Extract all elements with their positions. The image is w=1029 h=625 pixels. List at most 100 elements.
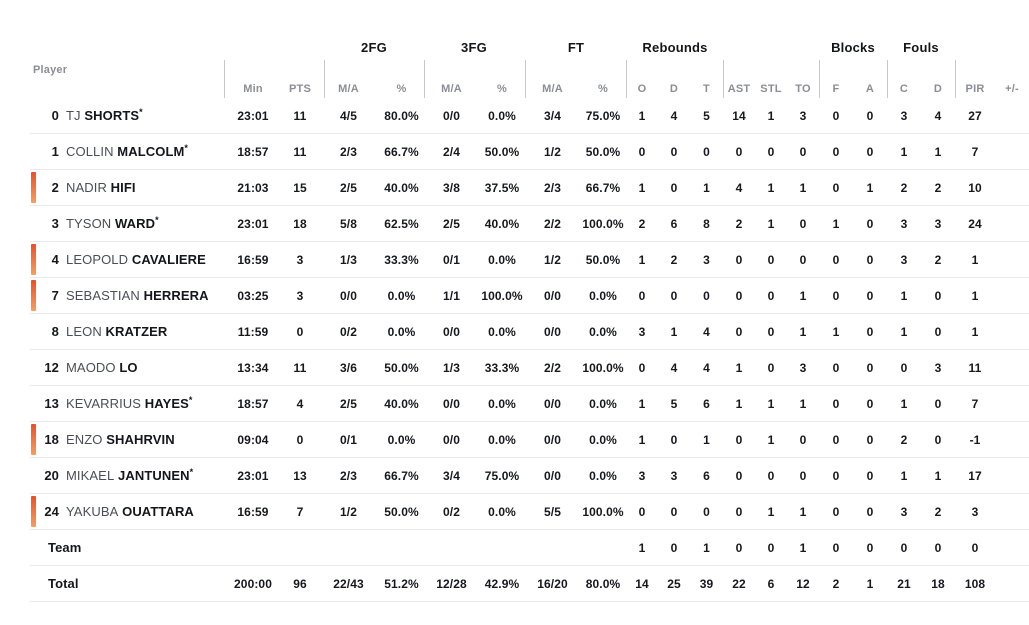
player-row[interactable]: 13 KEVARRIUS HAYES* 18:57 4 2/5 40.0% 0/… bbox=[30, 386, 1029, 422]
player-row[interactable]: 12 MAODO LO 13:34 11 3/6 50.0% 1/3 33.3%… bbox=[30, 350, 1029, 386]
player-row[interactable]: 7 SEBASTIAN HERRERA 03:25 3 0/0 0.0% 1/1… bbox=[30, 278, 1029, 314]
player-name: MAODO LO bbox=[66, 360, 138, 375]
row-label: Total bbox=[48, 576, 79, 591]
player-row[interactable]: 3 TYSON WARD* 23:01 18 5/8 62.5% 2/5 40.… bbox=[30, 206, 1029, 242]
player-cell[interactable]: 0 TJ SHORTS* bbox=[30, 98, 224, 133]
player-row[interactable]: 4 LEOPOLD CAVALIERE 16:59 3 1/3 33.3% 0/… bbox=[30, 242, 1029, 278]
minutes-cell: 18:57 bbox=[237, 396, 269, 411]
blocks-against: 0 bbox=[866, 504, 874, 519]
fg2-made-attempt: 2/3 bbox=[340, 468, 357, 483]
minutes-cell: 16:59 bbox=[237, 504, 269, 519]
pir-cell: 1 bbox=[971, 288, 979, 303]
starter-mark: * bbox=[188, 395, 193, 405]
fouls-committed: 2 bbox=[900, 180, 908, 195]
fg3-made-attempt: 2/5 bbox=[443, 216, 460, 231]
ft-made-attempt: 3/4 bbox=[544, 108, 561, 123]
on-court-indicator bbox=[31, 172, 36, 203]
player-cell[interactable]: 3 TYSON WARD* bbox=[30, 206, 224, 241]
fg3-made-attempt bbox=[424, 530, 479, 565]
points-cell: 7 bbox=[296, 504, 304, 519]
starter-mark: * bbox=[184, 143, 189, 153]
blocks-against: 0 bbox=[866, 144, 874, 159]
jersey-number: 20 bbox=[44, 468, 59, 483]
player-last-name: HERRERA bbox=[143, 288, 209, 303]
ft-percent: 100.0% bbox=[582, 504, 624, 519]
blocks-against: 0 bbox=[866, 540, 874, 555]
jersey-number: 18 bbox=[44, 432, 59, 447]
plus-minus-cell bbox=[995, 494, 1029, 529]
ft-percent: 100.0% bbox=[582, 216, 624, 231]
player-last-name: WARD bbox=[115, 216, 156, 231]
ft-made-attempt: 2/2 bbox=[544, 360, 561, 375]
rebounds-def: 0 bbox=[670, 540, 678, 555]
fg2-made-attempt: 5/8 bbox=[340, 216, 357, 231]
player-last-name: OUATTARA bbox=[122, 504, 194, 519]
points-cell: 11 bbox=[293, 108, 307, 123]
fouls-committed: 1 bbox=[900, 144, 908, 159]
blocks-against: 0 bbox=[866, 432, 874, 447]
player-first-name: YAKUBA bbox=[66, 504, 119, 519]
fg2-percent: 0.0% bbox=[387, 288, 416, 303]
player-cell[interactable]: 18 ENZO SHAHRVIN bbox=[30, 422, 224, 457]
header-stl: STL bbox=[760, 83, 782, 95]
ft-percent: 0.0% bbox=[589, 432, 617, 447]
player-row[interactable]: 20 MIKAEL JANTUNEN* 23:01 13 2/3 66.7% 3… bbox=[30, 458, 1029, 494]
player-first-name: TJ bbox=[66, 108, 81, 123]
player-cell[interactable]: 24 YAKUBA OUATTARA bbox=[30, 494, 224, 529]
player-row[interactable]: 0 TJ SHORTS* 23:01 11 4/5 80.0% 0/0 0.0%… bbox=[30, 98, 1029, 134]
turnovers-cell: 1 bbox=[799, 396, 807, 411]
steals-cell: 0 bbox=[767, 144, 775, 159]
player-row[interactable]: 1 COLLIN MALCOLM* 18:57 11 2/3 66.7% 2/4… bbox=[30, 134, 1029, 170]
points-cell: 13 bbox=[293, 468, 307, 483]
group-header-2fg: 2FG bbox=[361, 40, 387, 55]
fg2-made-attempt bbox=[318, 530, 379, 565]
steals-cell: 0 bbox=[767, 252, 775, 267]
rebounds-total: 0 bbox=[703, 288, 710, 303]
ft-percent: 0.0% bbox=[589, 324, 617, 339]
player-cell[interactable]: 12 MAODO LO bbox=[30, 350, 224, 385]
turnovers-cell: 1 bbox=[799, 324, 807, 339]
turnovers-cell: 1 bbox=[799, 540, 807, 555]
blocks-against: 1 bbox=[866, 180, 874, 195]
player-row[interactable]: 18 ENZO SHAHRVIN 09:04 0 0/1 0.0% 0/0 0.… bbox=[30, 422, 1029, 458]
fouls-committed: 3 bbox=[900, 108, 908, 123]
header-reb-d: D bbox=[669, 83, 679, 95]
fouls-committed: 1 bbox=[900, 396, 908, 411]
player-row[interactable]: 2 NADIR HIFI 21:03 15 2/5 40.0% 3/8 37.5… bbox=[30, 170, 1029, 206]
player-row[interactable]: 24 YAKUBA OUATTARA 16:59 7 1/2 50.0% 0/2… bbox=[30, 494, 1029, 530]
rebounds-total: 39 bbox=[699, 576, 714, 591]
player-cell[interactable]: 1 COLLIN MALCOLM* bbox=[30, 134, 224, 169]
blocks-against: 0 bbox=[866, 252, 874, 267]
player-cell[interactable]: 13 KEVARRIUS HAYES* bbox=[30, 386, 224, 421]
player-cell[interactable]: 8 LEON KRATZER bbox=[30, 314, 224, 349]
header-3fg-ma: M/A bbox=[441, 83, 462, 95]
fouls-drawn: 1 bbox=[934, 468, 942, 483]
blocks-for: 0 bbox=[832, 432, 840, 447]
steals-cell: 1 bbox=[767, 396, 775, 411]
minutes-cell: 23:01 bbox=[237, 468, 269, 483]
header-ft-ma: M/A bbox=[542, 83, 563, 95]
plus-minus-cell bbox=[995, 566, 1029, 601]
assists-cell: 0 bbox=[735, 252, 743, 267]
rebounds-off: 1 bbox=[638, 540, 646, 555]
player-cell[interactable]: 2 NADIR HIFI bbox=[30, 170, 224, 205]
player-cell[interactable]: 20 MIKAEL JANTUNEN* bbox=[30, 458, 224, 493]
plus-minus-cell bbox=[995, 530, 1029, 565]
rebounds-total: 1 bbox=[703, 540, 710, 555]
minutes-cell bbox=[224, 530, 282, 565]
rebounds-def: 4 bbox=[670, 360, 678, 375]
header-reb-t: T bbox=[703, 83, 710, 95]
jersey-number: 0 bbox=[51, 108, 59, 123]
rebounds-def: 0 bbox=[670, 144, 678, 159]
blocks-against: 1 bbox=[866, 576, 874, 591]
player-first-name: LEOPOLD bbox=[66, 252, 129, 267]
fg2-percent: 40.0% bbox=[384, 396, 419, 411]
player-first-name: TYSON bbox=[66, 216, 112, 231]
player-cell[interactable]: 4 LEOPOLD CAVALIERE bbox=[30, 242, 224, 277]
player-name: NADIR HIFI bbox=[66, 180, 136, 195]
pir-cell: 7 bbox=[971, 396, 979, 411]
player-cell[interactable]: 7 SEBASTIAN HERRERA bbox=[30, 278, 224, 313]
header-player: Player bbox=[33, 64, 68, 76]
minutes-cell: 13:34 bbox=[237, 360, 269, 375]
player-row[interactable]: 8 LEON KRATZER 11:59 0 0/2 0.0% 0/0 0.0%… bbox=[30, 314, 1029, 350]
